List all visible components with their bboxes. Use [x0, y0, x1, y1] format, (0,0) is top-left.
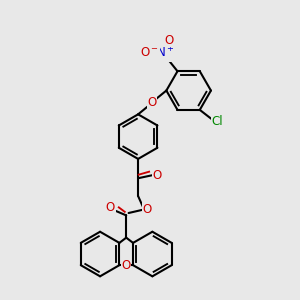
Text: Cl: Cl — [211, 115, 223, 128]
Text: O: O — [148, 96, 157, 109]
Text: O: O — [106, 202, 115, 214]
Text: O: O — [122, 259, 131, 272]
Text: O: O — [142, 203, 152, 216]
Text: O$^-$: O$^-$ — [140, 46, 159, 59]
Text: O: O — [153, 169, 162, 182]
Text: O: O — [164, 34, 173, 46]
Text: N$^+$: N$^+$ — [156, 46, 175, 61]
